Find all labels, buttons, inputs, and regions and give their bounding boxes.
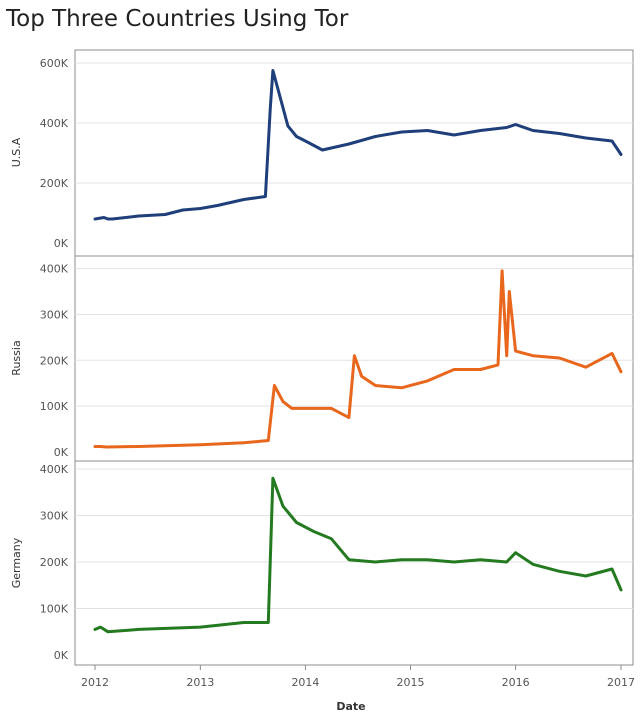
y-tick-label: 300K [40, 308, 69, 321]
y-tick-label: 400K [40, 463, 69, 476]
x-tick-label: 2012 [81, 676, 109, 689]
series-line-germany [93, 476, 623, 634]
chart-title: Top Three Countries Using Tor [6, 6, 349, 32]
y-tick-label: 0K [54, 649, 69, 662]
y-tick-label: 100K [40, 603, 69, 616]
y-tick-label: 200K [40, 556, 69, 569]
y-tick-label: 0K [54, 237, 69, 250]
x-axis-label: Date [336, 700, 365, 713]
y-tick-label: 100K [40, 400, 69, 413]
y-tick-label: 400K [40, 263, 69, 276]
plot-frame [74, 49, 634, 666]
panel-label: Germany [10, 537, 23, 588]
series-line-russia [93, 269, 623, 449]
x-tick-label: 2016 [502, 676, 530, 689]
y-tick-label: 600K [40, 57, 69, 70]
panel-label: U.S.A [10, 137, 23, 167]
y-tick-label: 300K [40, 510, 69, 523]
series-line-u-s-a [93, 69, 623, 221]
y-tick-label: 200K [40, 354, 69, 367]
x-tick-label: 2014 [291, 676, 319, 689]
x-tick-label: 2017 [607, 676, 635, 689]
y-tick-label: 200K [40, 177, 69, 190]
x-tick-label: 2015 [397, 676, 425, 689]
y-tick-label: 400K [40, 117, 69, 130]
y-tick-label: 0K [54, 446, 69, 459]
panel-label: Russia [10, 340, 23, 375]
x-tick-label: 2013 [186, 676, 214, 689]
